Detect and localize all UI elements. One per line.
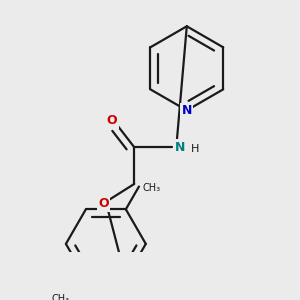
Text: N: N [175, 141, 186, 154]
Text: CH₃: CH₃ [52, 294, 70, 300]
Text: CH₃: CH₃ [142, 183, 160, 194]
Text: O: O [107, 114, 118, 128]
Text: N: N [182, 104, 192, 117]
Text: H: H [191, 144, 200, 154]
Text: O: O [98, 197, 109, 210]
